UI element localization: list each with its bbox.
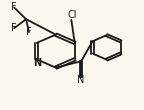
- Text: N: N: [33, 58, 41, 68]
- Text: N: N: [77, 75, 85, 85]
- Text: F: F: [11, 3, 17, 12]
- Text: F: F: [11, 23, 17, 33]
- Text: F: F: [26, 27, 32, 37]
- Text: Cl: Cl: [68, 10, 77, 20]
